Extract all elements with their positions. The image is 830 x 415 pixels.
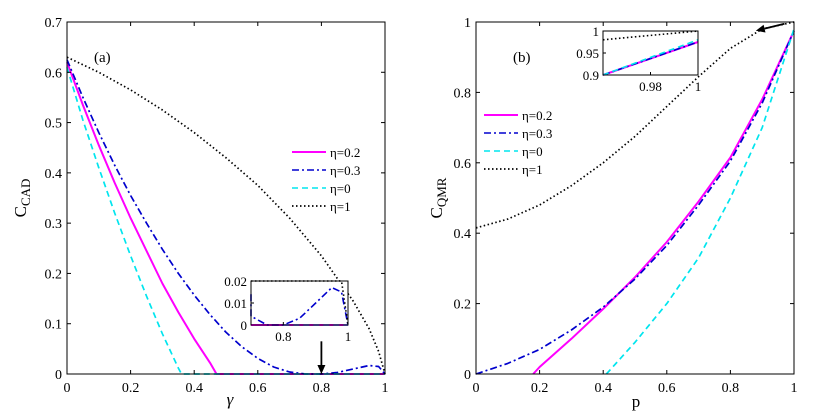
panel-b-series-line-1 <box>475 30 795 375</box>
panel-b-xlabel: p <box>632 392 641 411</box>
panel-a-inset-ticks: 0.8 1 0 0.01 0.02 <box>224 274 351 344</box>
panel-b-inset-ytick-label-1: 0.95 <box>576 46 599 61</box>
panel-a-inset-xtick-label-1: 1 <box>345 329 352 344</box>
panel-b-arrow-shaft <box>764 22 785 30</box>
panel-b-inset-series <box>602 30 699 76</box>
panel-a-inset-xtick-label-0: 0.8 <box>275 329 291 344</box>
panel-a-inset-ytick-label-2: 0.02 <box>224 274 247 289</box>
panel-a-xtick-label-0: 0 <box>64 381 71 396</box>
panel-a-ylabel-sub: CAD <box>18 179 33 206</box>
panel-a-inset: 0.8 1 0 0.01 0.02 <box>224 274 351 344</box>
panel-a-xtick-label-3: 0.6 <box>249 381 267 396</box>
panel-b-legend: η=0.2 η=0.3 η=0 η=1 <box>484 108 552 177</box>
panel-a-inset-ytick-label-1: 0.01 <box>224 296 247 311</box>
panel-b-arrow-head <box>755 24 766 33</box>
panel-b-xtick-label-4: 0.8 <box>722 381 740 396</box>
panel-a-ytick-label-1: 0.1 <box>45 318 63 333</box>
panel-b-axes-box <box>475 21 795 375</box>
panel-b-ytick-label-3: 0.6 <box>454 157 472 172</box>
panel-b-ticks: 0 0.2 0.4 0.6 0.8 1 0 0.2 0.4 0.6 0.8 1 <box>454 16 798 396</box>
panel-a-ytick-label-4: 0.4 <box>45 167 63 182</box>
panel-b-ytick-label-5: 1 <box>464 16 471 31</box>
panel-b-xtick-label-0: 0 <box>473 381 480 396</box>
panel-b-series-line-0 <box>532 30 795 375</box>
panel-b-label: (b) <box>513 50 531 66</box>
panel-b-xtick-label-3: 0.6 <box>658 381 676 396</box>
panel-b-xtick-label-1: 0.2 <box>531 381 549 396</box>
panel-a-ytick-label-3: 0.3 <box>45 217 63 232</box>
panel-a-xtick-label-5: 1 <box>382 381 389 396</box>
panel-b-inset-series-line-2 <box>602 39 699 76</box>
panel-b-plot-area <box>476 22 794 374</box>
panel-a-xtick-label-1: 0.2 <box>122 381 140 396</box>
panel-b-legend-label-2: η=0 <box>522 144 543 159</box>
panel-b-inset-ticks: 0.98 1 0.9 0.95 1 <box>576 24 701 94</box>
svg-text:CCAD: CCAD <box>11 179 33 218</box>
panel-a-ytick-label-2: 0.2 <box>45 267 63 282</box>
panel-b-ylabel-sub: QMR <box>434 177 449 207</box>
panel-a-xtick-label-4: 0.8 <box>313 381 331 396</box>
panel-a-legend-label-2: η=0 <box>330 181 351 196</box>
panel-a-legend-label-0: η=0.2 <box>330 145 360 160</box>
panel-b-series-line-2 <box>605 28 795 375</box>
panel-b-ytick-label-2: 0.4 <box>454 227 472 242</box>
panel-a-ytick-label-5: 0.5 <box>45 117 63 132</box>
panel-b-inset-area <box>603 31 698 75</box>
panel-a-legend-label-3: η=1 <box>330 199 351 214</box>
panel-b-inset-ytick-label-0: 0.9 <box>583 68 599 83</box>
panel-a-inset-area <box>251 281 348 325</box>
panel-a-xtick-label-2: 0.4 <box>185 381 203 396</box>
panel-a-label: (a) <box>94 50 111 66</box>
svg-text:CQMR: CQMR <box>427 177 449 218</box>
panel-b-ytick-label-1: 0.2 <box>454 298 472 313</box>
panel-a-ylabel-main: C <box>11 206 30 217</box>
panel-a-ytick-label-6: 0.6 <box>45 66 63 81</box>
panel-b-xtick-label-2: 0.4 <box>594 381 612 396</box>
panel-a-arrow-head <box>317 365 326 374</box>
panel-a-inset-ytick-label-0: 0 <box>241 318 248 333</box>
panel-a-inset-series-line-1 <box>250 286 349 326</box>
panel-b-arrow <box>755 22 785 33</box>
panel-b-ylabel: CQMR <box>427 177 449 218</box>
panel-a-legend: η=0.2 η=0.3 η=0 η=1 <box>292 145 360 214</box>
panel-a-ytick-label-0: 0 <box>55 368 62 383</box>
panel-b-xtick-label-5: 1 <box>791 381 798 396</box>
panel-b-inset: 0.98 1 0.9 0.95 1 <box>576 24 701 94</box>
panel-a-axes-box <box>66 21 386 375</box>
panel-b-ylabel-main: C <box>427 207 446 218</box>
panel-b-inset-xtick-label-1: 1 <box>695 79 702 94</box>
panel-a-series-line-3 <box>66 56 386 375</box>
panel-a-legend-label-1: η=0.3 <box>330 163 360 178</box>
panel-b-ytick-label-4: 0.8 <box>454 86 472 101</box>
panel-b-inset-series-line-1 <box>602 41 699 76</box>
panel-a-ytick-label-7: 0.7 <box>45 16 63 31</box>
panel-a-ylabel: CCAD <box>11 179 33 218</box>
panel-b-ytick-label-0: 0 <box>464 368 471 383</box>
panel-a-ticks: 0 0.2 0.4 0.6 0.8 1 0 0.1 0.2 0.3 0.4 0.5 0.6 0.7 <box>45 16 389 396</box>
panel-b-series-line-3 <box>475 21 795 229</box>
panel-b-inset-ytick-label-2: 1 <box>593 24 600 39</box>
panel-b-legend-label-0: η=0.2 <box>522 108 552 123</box>
panel-b-legend-label-3: η=1 <box>522 162 543 177</box>
panel-a: 0 0.2 0.4 0.6 0.8 1 0 0.1 0.2 0.3 0.4 0.5 0.6 0.7 (a)… <box>11 16 389 409</box>
panel-b-legend-label-1: η=0.3 <box>522 126 552 141</box>
panel-a-xlabel: γ <box>227 390 235 409</box>
panel-a-arrow <box>317 341 326 374</box>
panel-b-series <box>475 21 795 375</box>
panel-b: 0 0.2 0.4 0.6 0.8 100.20.40.60.81 (b) p CQMR … <box>427 16 798 411</box>
panel-b-inset-xtick-label-0: 0.98 <box>639 79 662 94</box>
